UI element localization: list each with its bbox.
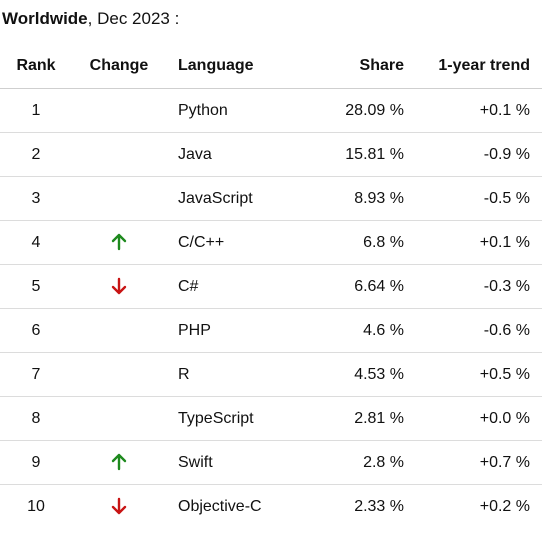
share-cell: 2.33 % — [354, 497, 404, 515]
table-body: 1 Python 28.09 % +0.1 % 2 Java 15.81 % -… — [0, 88, 542, 529]
language-cell: C/C++ — [166, 220, 316, 265]
change-cell — [72, 440, 166, 485]
arrow-up-icon — [111, 453, 127, 471]
caption-region: Worldwide — [2, 9, 88, 28]
trend-header: 1-year trend — [416, 44, 542, 89]
arrow-down-icon — [111, 277, 127, 295]
change-cell — [72, 264, 166, 309]
table-row: 1 Python 28.09 % +0.1 % — [0, 88, 542, 133]
rank-cell: 4 — [0, 220, 72, 265]
trend-cell: +0.1 % — [416, 220, 542, 265]
trend-cell: +0.0 % — [416, 396, 542, 441]
table-row: 3 JavaScript 8.93 % -0.5 % — [0, 176, 542, 221]
rank-cell: 5 — [0, 264, 72, 309]
table-row: 4 C/C++ 6.8 % +0.1 % — [0, 220, 542, 265]
rank-cell: 10 — [27, 497, 45, 515]
share-cell: 8.93 % — [316, 176, 416, 221]
trend-cell: +0.1 % — [416, 88, 542, 133]
trend-cell: -0.9 % — [416, 132, 542, 177]
change-cell — [72, 88, 166, 133]
change-cell — [72, 308, 166, 353]
caption-date: , Dec 2023 : — [87, 9, 180, 28]
language-cell: JavaScript — [166, 176, 316, 221]
share-cell: 4.6 % — [316, 308, 416, 353]
language-cell: C# — [166, 264, 316, 309]
rank-cell: 7 — [0, 352, 72, 397]
language-cell: TypeScript — [166, 396, 316, 441]
trend-cell: -0.6 % — [416, 308, 542, 353]
language-cell: Objective-C — [178, 497, 262, 515]
table-row: 10 Objective-C 2.33 % +0.2 % — [0, 485, 542, 529]
language-cell: PHP — [166, 308, 316, 353]
arrow-up-icon — [111, 233, 127, 251]
language-cell: R — [166, 352, 316, 397]
table-row: 8 TypeScript 2.81 % +0.0 % — [0, 396, 542, 441]
share-cell: 4.53 % — [316, 352, 416, 397]
rank-cell: 8 — [0, 396, 72, 441]
share-cell: 6.8 % — [316, 220, 416, 265]
language-cell: Python — [166, 88, 316, 133]
table-row: 9 Swift 2.8 % +0.7 % — [0, 440, 542, 485]
trend-cell: +0.5 % — [416, 352, 542, 397]
table-row: 7 R 4.53 % +0.5 % — [0, 352, 542, 397]
trend-cell: -0.5 % — [416, 176, 542, 221]
table-row: 2 Java 15.81 % -0.9 % — [0, 132, 542, 177]
rank-header: Rank — [0, 44, 72, 89]
language-cell: Java — [166, 132, 316, 177]
language-header: Language — [166, 44, 316, 89]
share-cell: 28.09 % — [316, 88, 416, 133]
change-cell — [72, 352, 166, 397]
trend-cell: -0.3 % — [416, 264, 542, 309]
table-row: 6 PHP 4.6 % -0.6 % — [0, 308, 542, 353]
rank-cell: 6 — [0, 308, 72, 353]
share-cell: 6.64 % — [316, 264, 416, 309]
change-header: Change — [72, 44, 166, 89]
arrow-down-icon — [111, 497, 127, 515]
language-ranking-table: Rank Change Language Share 1-year trend … — [0, 44, 542, 528]
rank-cell: 1 — [0, 88, 72, 133]
share-cell: 15.81 % — [316, 132, 416, 177]
change-cell — [72, 176, 166, 221]
table-header-row: Rank Change Language Share 1-year trend — [0, 44, 542, 89]
share-cell: 2.8 % — [316, 440, 416, 485]
rank-cell: 3 — [0, 176, 72, 221]
change-cell — [72, 132, 166, 177]
trend-cell: +0.2 % — [479, 497, 530, 515]
table-row: 5 C# 6.64 % -0.3 % — [0, 264, 542, 309]
change-cell — [72, 485, 166, 529]
table-caption: Worldwide, Dec 2023 : — [2, 8, 179, 30]
share-cell: 2.81 % — [316, 396, 416, 441]
language-cell: Swift — [166, 440, 316, 485]
trend-cell: +0.7 % — [416, 440, 542, 485]
rank-cell: 2 — [0, 132, 72, 177]
share-header: Share — [316, 44, 416, 89]
change-cell — [72, 396, 166, 441]
rank-cell: 9 — [0, 440, 72, 485]
change-cell — [72, 220, 166, 265]
